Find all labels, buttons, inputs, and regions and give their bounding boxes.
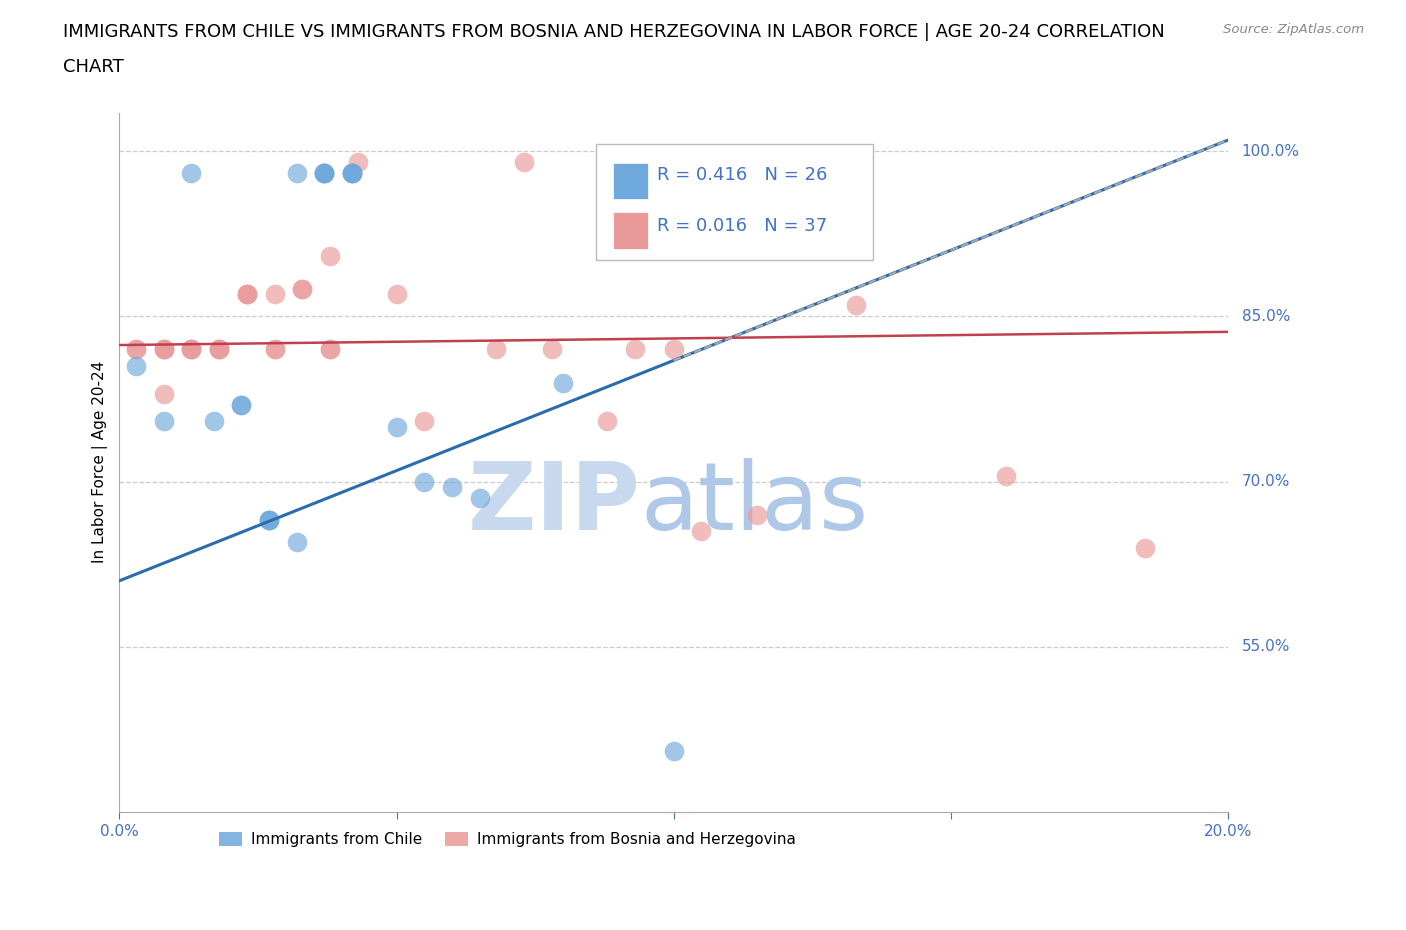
- Point: [662, 342, 685, 357]
- Point: [125, 342, 148, 357]
- Point: [346, 154, 368, 169]
- Point: [285, 166, 308, 180]
- Text: Source: ZipAtlas.com: Source: ZipAtlas.com: [1223, 23, 1364, 36]
- Text: 85.0%: 85.0%: [1241, 309, 1289, 324]
- Point: [623, 342, 645, 357]
- Text: IMMIGRANTS FROM CHILE VS IMMIGRANTS FROM BOSNIA AND HERZEGOVINA IN LABOR FORCE |: IMMIGRANTS FROM CHILE VS IMMIGRANTS FROM…: [63, 23, 1166, 41]
- FancyBboxPatch shape: [613, 212, 648, 248]
- Point: [551, 375, 574, 390]
- Point: [745, 507, 768, 522]
- Point: [513, 154, 536, 169]
- Point: [263, 287, 285, 302]
- Point: [236, 287, 259, 302]
- Point: [152, 342, 174, 357]
- Point: [291, 282, 314, 297]
- Point: [690, 524, 713, 538]
- Point: [413, 414, 436, 429]
- FancyBboxPatch shape: [596, 144, 873, 259]
- Point: [257, 512, 280, 527]
- Text: ZIP: ZIP: [467, 458, 640, 551]
- Point: [180, 342, 202, 357]
- Point: [152, 414, 174, 429]
- Point: [314, 166, 336, 180]
- Point: [340, 166, 363, 180]
- Point: [340, 166, 363, 180]
- Point: [1133, 540, 1156, 555]
- Point: [413, 474, 436, 489]
- Point: [285, 535, 308, 550]
- Point: [385, 419, 408, 434]
- Point: [340, 166, 363, 180]
- Point: [125, 342, 148, 357]
- Point: [440, 480, 463, 495]
- Point: [208, 342, 231, 357]
- Point: [236, 287, 259, 302]
- Point: [257, 512, 280, 527]
- Text: CHART: CHART: [63, 58, 124, 75]
- Point: [385, 287, 408, 302]
- Point: [152, 342, 174, 357]
- Point: [180, 342, 202, 357]
- Point: [152, 386, 174, 401]
- Point: [662, 744, 685, 759]
- Text: R = 0.416   N = 26: R = 0.416 N = 26: [657, 166, 827, 184]
- Point: [340, 166, 363, 180]
- Point: [152, 342, 174, 357]
- Point: [314, 166, 336, 180]
- Point: [231, 397, 253, 412]
- Text: 70.0%: 70.0%: [1241, 474, 1289, 489]
- Point: [319, 342, 342, 357]
- Point: [596, 414, 619, 429]
- Point: [314, 166, 336, 180]
- Point: [319, 342, 342, 357]
- Legend: Immigrants from Chile, Immigrants from Bosnia and Herzegovina: Immigrants from Chile, Immigrants from B…: [212, 826, 801, 854]
- Point: [180, 166, 202, 180]
- Point: [319, 248, 342, 263]
- FancyBboxPatch shape: [613, 163, 648, 199]
- Point: [291, 282, 314, 297]
- Point: [845, 298, 868, 312]
- Point: [180, 342, 202, 357]
- Point: [263, 342, 285, 357]
- Point: [485, 342, 508, 357]
- Point: [263, 342, 285, 357]
- Point: [236, 287, 259, 302]
- Text: 55.0%: 55.0%: [1241, 639, 1289, 655]
- Point: [468, 491, 491, 506]
- Point: [208, 342, 231, 357]
- Y-axis label: In Labor Force | Age 20-24: In Labor Force | Age 20-24: [93, 361, 108, 564]
- Point: [995, 469, 1018, 484]
- Point: [125, 359, 148, 374]
- Point: [208, 342, 231, 357]
- Point: [540, 342, 562, 357]
- Point: [257, 512, 280, 527]
- Point: [231, 397, 253, 412]
- Point: [202, 414, 225, 429]
- Point: [314, 166, 336, 180]
- Text: R = 0.016   N = 37: R = 0.016 N = 37: [657, 217, 827, 234]
- Point: [828, 216, 851, 231]
- Text: 100.0%: 100.0%: [1241, 144, 1299, 159]
- Text: atlas: atlas: [640, 458, 869, 551]
